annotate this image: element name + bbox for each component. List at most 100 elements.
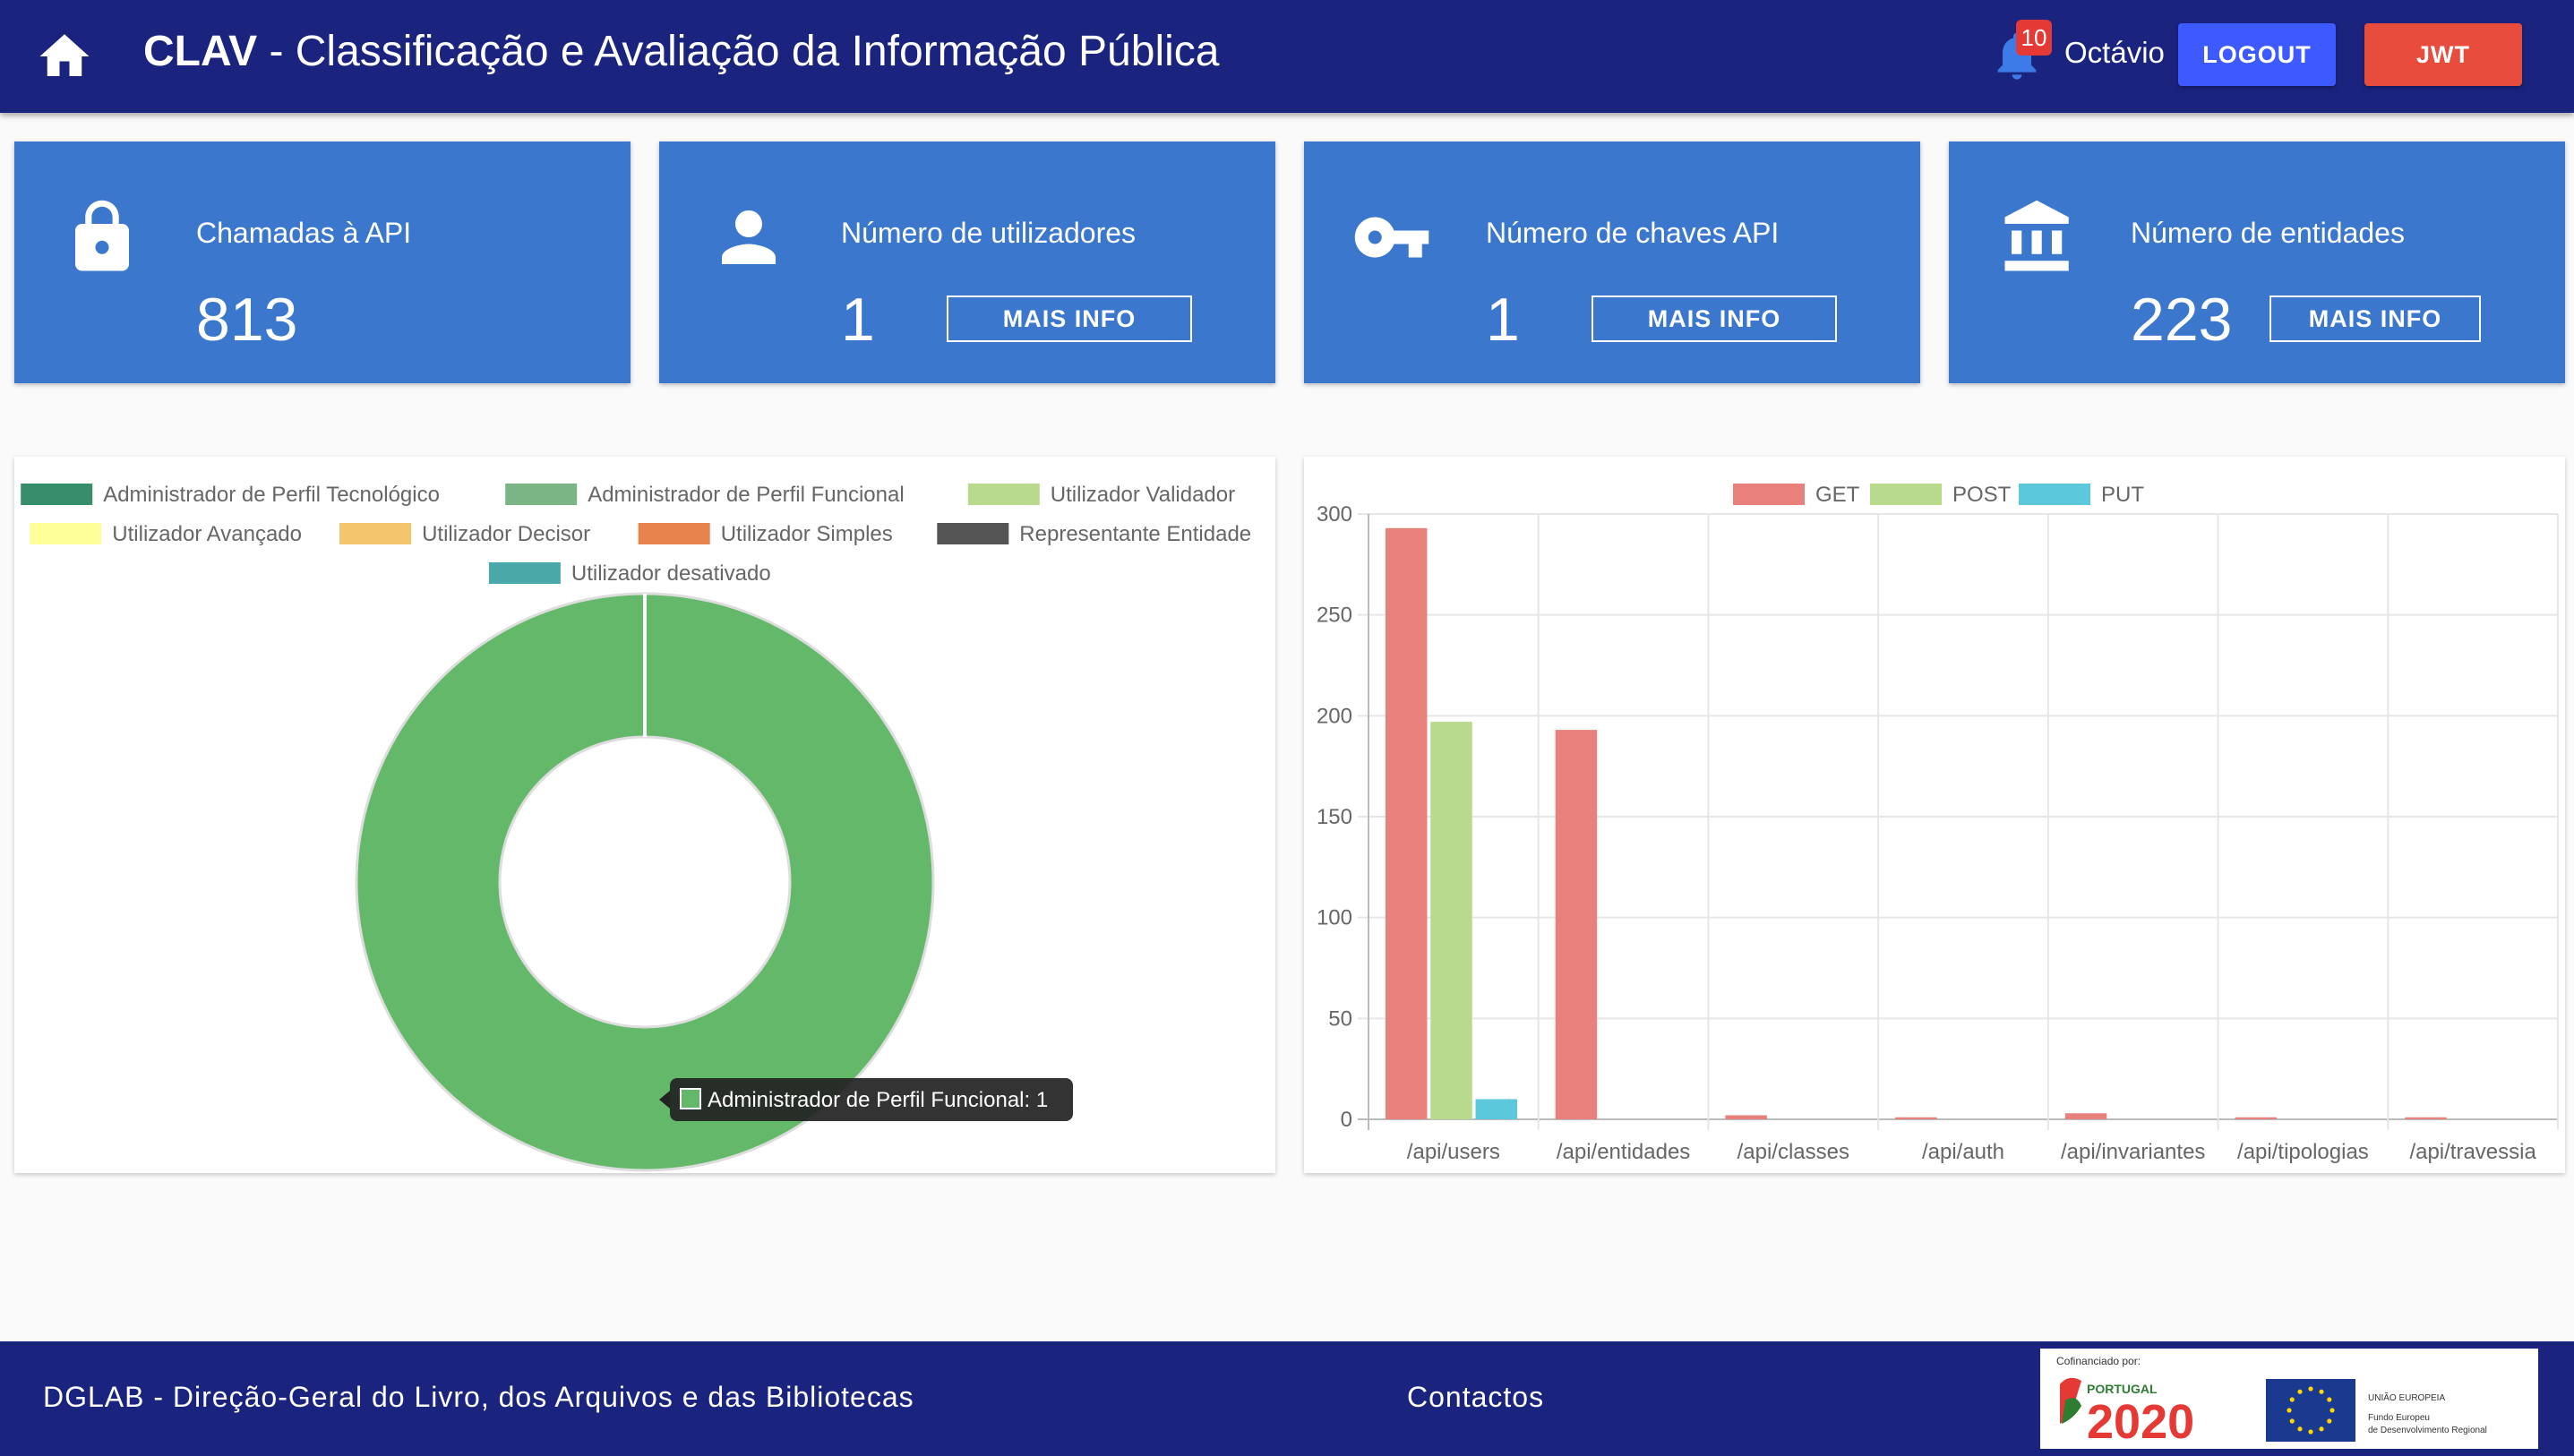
bar[interactable] (1555, 730, 1598, 1119)
card-value: 1 (841, 286, 875, 354)
footer-organization: DGLAB - Direção-Geral do Livro, dos Arqu… (43, 1381, 914, 1413)
cofin-label: Cofinanciado por: (2056, 1355, 2141, 1367)
lock-icon (75, 200, 129, 271)
home-icon[interactable] (34, 27, 95, 86)
legend-swatch (505, 484, 578, 505)
key-icon (1354, 217, 1429, 258)
y-tick-label: 0 (1341, 1108, 1352, 1132)
bar-chart: GET POST PUT 0 50 100 150 200 250 300 /api/users… (1317, 483, 2559, 1164)
legend-swatch (2019, 484, 2090, 505)
user-icon (722, 210, 776, 264)
jwt-button[interactable]: JWT (2364, 23, 2522, 86)
app-title: CLAV - Classificação e Avaliação da Info… (143, 27, 1219, 76)
y-tick-label: 250 (1317, 604, 1352, 628)
eu-star (2297, 1389, 2303, 1394)
eu-star (2329, 1408, 2335, 1413)
app-full-name: - Classificação e Avaliação da Informaçã… (257, 28, 1220, 75)
users-card: Número de utilizadores 1 MAIS INFO (659, 141, 1275, 383)
username: Octávio (2064, 36, 2165, 69)
legend-label[interactable]: Utilizador Simples (721, 522, 893, 546)
bar[interactable] (1725, 1115, 1767, 1119)
tooltip-caret (659, 1091, 670, 1109)
bar[interactable] (2405, 1117, 2447, 1119)
chart-tooltip (670, 1078, 1073, 1121)
eu-fund-line1: Fundo Europeu (2368, 1413, 2430, 1423)
y-tick-label: 300 (1317, 502, 1352, 527)
api-calls-card: Chamadas à API 813 (14, 141, 631, 383)
x-tick-label: /api/tipologias (2237, 1140, 2369, 1164)
legend-label[interactable]: Administrador de Perfil Tecnológico (103, 483, 440, 507)
doughnut-chart: Administrador de Perfil Tecnológico Admin… (21, 483, 1251, 1172)
bar[interactable] (1895, 1117, 1937, 1119)
legend-swatch (638, 523, 710, 544)
legend-label[interactable]: Utilizador Validador (1051, 483, 1235, 507)
eu-star (2297, 1426, 2303, 1432)
tooltip-text: Administrador de Perfil Funcional: 1 (708, 1088, 1048, 1112)
eu-star (2308, 1429, 2313, 1435)
y-tick-label: 150 (1317, 805, 1352, 829)
legend-swatch (1870, 484, 1942, 505)
legend-label[interactable]: Utilizador desativado (571, 561, 771, 586)
legend-label[interactable]: GET (1815, 483, 1860, 507)
entities-more-info-button[interactable]: MAIS INFO (2269, 295, 2481, 342)
users-more-info-button[interactable]: MAIS INFO (947, 295, 1192, 342)
card-label: Chamadas à API (196, 217, 412, 249)
bar[interactable] (2235, 1117, 2278, 1119)
legend-label[interactable]: Utilizador Decisor (422, 522, 590, 546)
card-label: Número de chaves API (1486, 217, 1780, 249)
contacts-link[interactable]: Contactos (1407, 1381, 1545, 1413)
x-tick-label: /api/users (1407, 1140, 1500, 1164)
legend-swatch (488, 562, 561, 584)
notification-count-badge: 10 (2016, 20, 2052, 56)
portugal-label: PORTUGAL (2087, 1382, 2158, 1396)
users-by-role-chart: Administrador de Perfil Tecnológico Admin… (14, 457, 1275, 1173)
x-tick-label: /api/travessia (2409, 1140, 2536, 1164)
card-label: Número de entidades (2131, 217, 2405, 249)
portugal-year: 2020 (2087, 1395, 2194, 1449)
portugal-2020-logo: PORTUGAL 2020 (2060, 1377, 2194, 1449)
tooltip-swatch (680, 1088, 701, 1109)
legend-swatch (967, 484, 1040, 505)
footer: DGLAB - Direção-Geral do Livro, dos Arqu… (0, 1341, 2574, 1456)
institution-icon (2004, 200, 2069, 271)
app-short-name: CLAV (143, 28, 258, 75)
bar[interactable] (1475, 1099, 1517, 1119)
x-tick-label: /api/invariantes (2061, 1140, 2205, 1164)
x-tick-label: /api/entidades (1557, 1140, 1690, 1164)
doughnut-slice[interactable] (355, 592, 935, 1172)
legend-label[interactable]: PUT (2101, 483, 2144, 507)
bar[interactable] (1385, 527, 1428, 1119)
entities-card: Número de entidades 223 MAIS INFO (1949, 141, 2565, 383)
eu-star (2289, 1418, 2295, 1424)
legend-swatch (30, 523, 102, 544)
legend-label[interactable]: Representante Entidade (1019, 522, 1251, 546)
legend-label[interactable]: POST (1952, 483, 2012, 507)
bar[interactable] (1430, 722, 1472, 1119)
eu-fund-line2: de Desenvolvimento Regional (2368, 1426, 2487, 1435)
eu-star (2327, 1397, 2332, 1402)
legend-label[interactable]: Utilizador Avançado (112, 522, 302, 546)
x-tick-label: /api/classes (1737, 1140, 1849, 1164)
legend-label[interactable]: Administrador de Perfil Funcional (588, 483, 905, 507)
legend-swatch (1733, 484, 1805, 505)
eu-star (2308, 1386, 2313, 1392)
card-value: 1 (1486, 286, 1520, 354)
y-tick-label: 100 (1317, 906, 1352, 930)
api-keys-card: Número de chaves API 1 MAIS INFO (1304, 141, 1920, 383)
bar[interactable] (2064, 1113, 2107, 1119)
card-value: 223 (2131, 286, 2233, 354)
eu-flag-logo: UNIÃO EUROPEIA Fundo Europeu de Desenvol… (2266, 1379, 2487, 1442)
y-tick-label: 50 (1328, 1006, 1352, 1031)
logout-button[interactable]: LOGOUT (2178, 23, 2336, 86)
top-bar: CLAV - Classificação e Avaliação da Info… (0, 0, 2574, 113)
x-tick-label: /api/auth (1922, 1140, 2004, 1164)
card-value: 813 (196, 286, 298, 354)
eu-star (2319, 1389, 2324, 1394)
api-keys-more-info-button[interactable]: MAIS INFO (1592, 295, 1837, 342)
y-tick-label: 200 (1317, 704, 1352, 728)
eu-star (2289, 1397, 2295, 1402)
legend-swatch (937, 523, 1009, 544)
eu-star (2327, 1418, 2332, 1424)
legend-swatch (21, 484, 93, 505)
eu-star (2319, 1426, 2324, 1432)
